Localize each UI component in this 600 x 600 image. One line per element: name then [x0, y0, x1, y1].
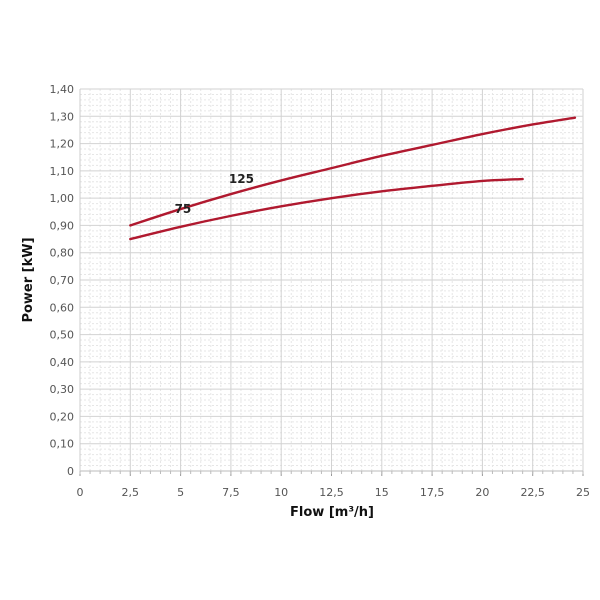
y-tick-label: 0,10 — [50, 438, 75, 451]
curve-label-75: 75 — [175, 202, 192, 216]
y-tick-label: 0,50 — [50, 329, 75, 342]
x-tick-label: 5 — [177, 486, 184, 499]
y-tick-label: 0,30 — [50, 383, 75, 396]
axes — [79, 89, 584, 476]
x-tick-label: 15 — [375, 486, 389, 499]
y-tick-label: 0,40 — [50, 356, 75, 369]
x-tick-label: 12,5 — [319, 486, 344, 499]
x-tick-label: 22,5 — [520, 486, 545, 499]
series-layer — [129, 116, 577, 241]
y-tick-label: 0,70 — [50, 274, 75, 287]
series-line-75 — [129, 177, 524, 241]
curve-labels: 125 75 — [175, 172, 254, 216]
x-tick-label: 17,5 — [420, 486, 445, 499]
y-tick-label: 1,20 — [50, 138, 75, 151]
y-tick-label: 1,00 — [50, 192, 75, 205]
y-tick-label: 1,40 — [50, 83, 75, 96]
x-tick-label: 20 — [475, 486, 489, 499]
y-tick-label: 0,90 — [50, 219, 75, 232]
tick-labels: 0 2,5 5 7,5 10 12,5 15 17,5 20 22,5 25 0 0,10 0,20 0,3… — [50, 83, 591, 499]
y-tick-label: 1,10 — [50, 165, 75, 178]
x-axis-title: Flow [m³/h] — [290, 505, 374, 520]
curve-label-125: 125 — [229, 172, 254, 186]
y-tick-label: 0 — [67, 465, 74, 478]
x-tick-label: 25 — [576, 486, 590, 499]
series-line-125 — [129, 116, 577, 227]
x-tick-label: 0 — [77, 486, 84, 499]
y-tick-label: 1,30 — [50, 110, 75, 123]
x-tick-label: 7,5 — [222, 486, 240, 499]
x-tick-label: 10 — [274, 486, 288, 499]
y-tick-label: 0,80 — [50, 247, 75, 260]
x-tick-label: 2,5 — [122, 486, 140, 499]
y-tick-label: 0,60 — [50, 301, 75, 314]
y-tick-label: 0,20 — [50, 410, 75, 423]
y-axis-title: Power [kW] — [21, 237, 36, 322]
